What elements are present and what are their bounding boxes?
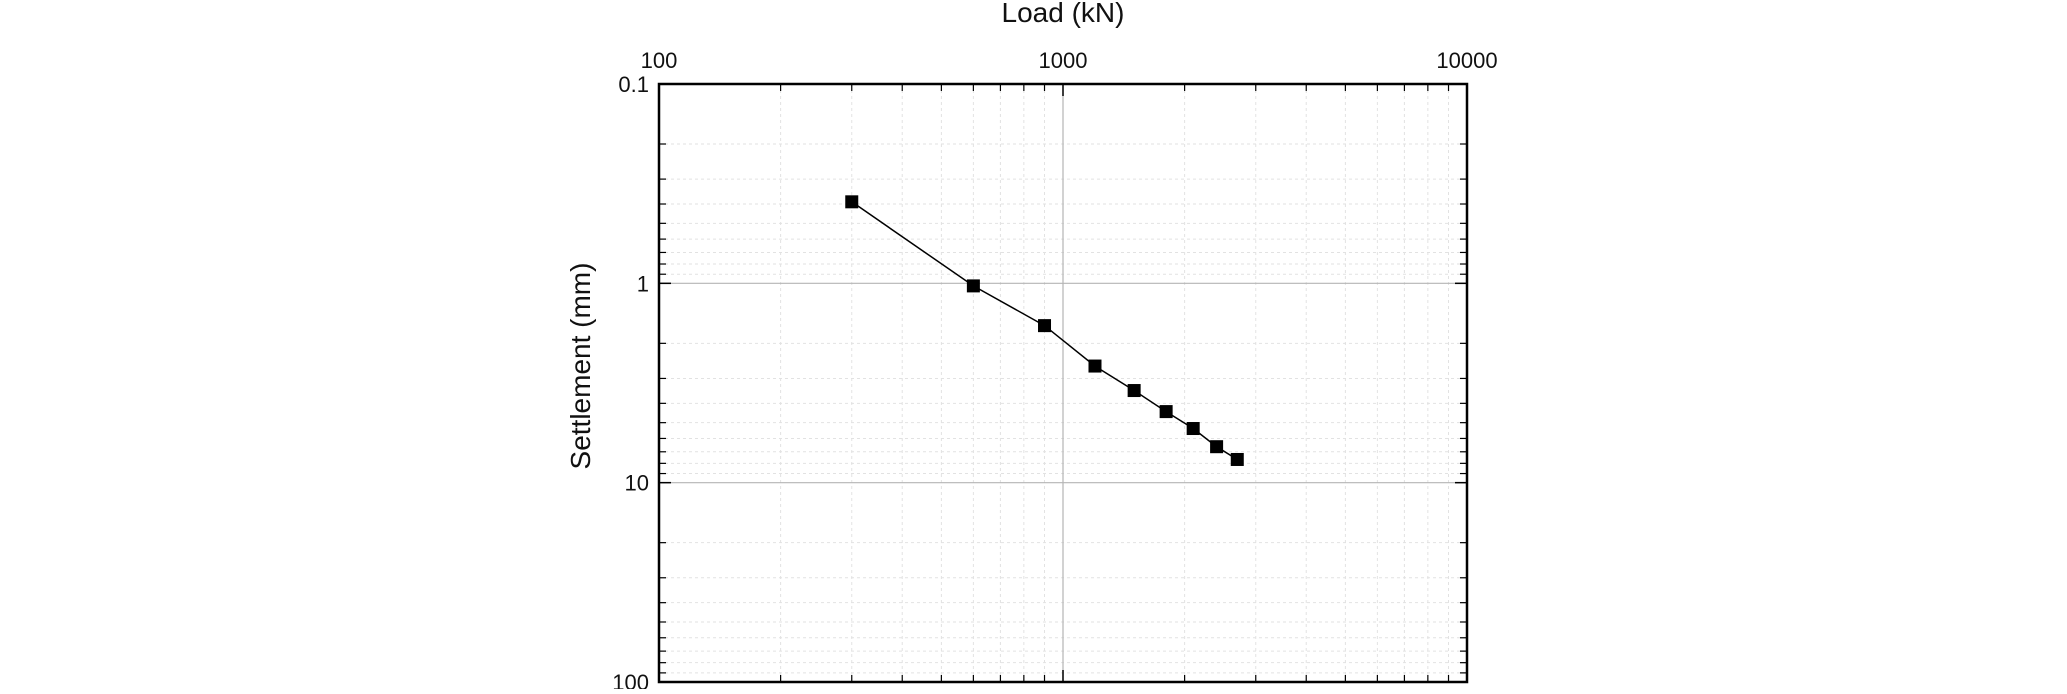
data-point-marker: [845, 195, 859, 209]
data-point-marker: [1127, 384, 1141, 398]
data-point-marker: [966, 279, 980, 293]
x-tick-label: 10000: [1436, 48, 1497, 73]
data-point-marker: [1186, 422, 1200, 436]
x-tick-label: 1000: [1039, 48, 1088, 73]
x-tick-label: 100: [641, 48, 678, 73]
y-axis-title: Settlement (mm): [565, 263, 596, 470]
data-point-marker: [1159, 405, 1173, 419]
y-tick-label: 100: [612, 670, 649, 689]
data-point-marker: [1230, 452, 1244, 466]
y-tick-label: 0.1: [618, 72, 649, 97]
data-point-marker: [1038, 319, 1052, 333]
series-layer: [845, 195, 1244, 466]
y-tick-label: 10: [625, 471, 649, 496]
data-point-marker: [1210, 440, 1224, 454]
axis-ticks: [658, 83, 1468, 683]
major-grid: [659, 84, 1467, 682]
y-tick-label: 1: [637, 271, 649, 296]
x-axis-title: Load (kN): [1002, 0, 1125, 28]
data-point-marker: [1088, 359, 1102, 373]
